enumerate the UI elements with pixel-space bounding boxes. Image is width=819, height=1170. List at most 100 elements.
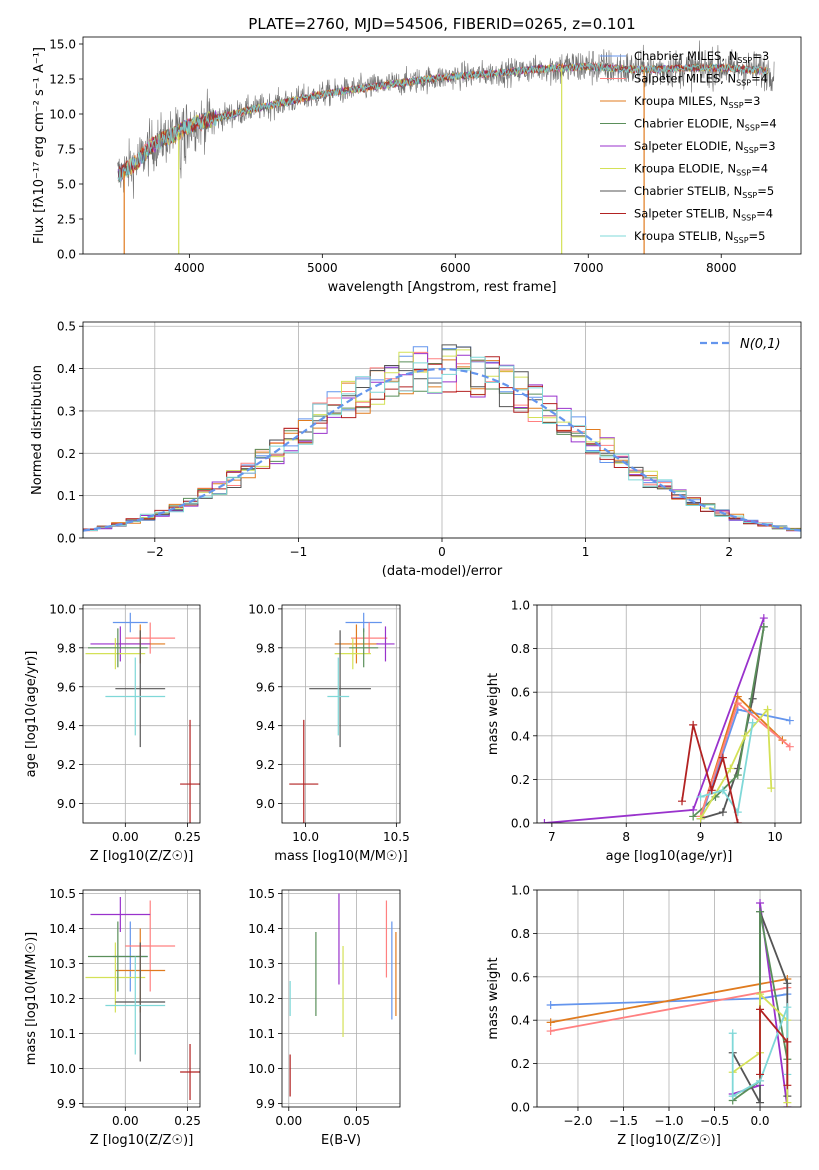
y-tick-label: 10.4	[248, 922, 275, 936]
x-tick-label: −2	[146, 545, 164, 559]
mass_vs_ebv-chart: 0.00 0.05 9.9 10.0 10.1 10.2 10.3 10.4 10.5 E(B-V…	[248, 887, 401, 1148]
y-tick-label: 10.5	[248, 887, 275, 901]
y-tick-label: 10.1	[49, 1027, 76, 1041]
legend-label: Kroupa STELIB, NSSP=5	[634, 229, 765, 245]
mass-weight-marker	[756, 990, 765, 999]
errorbar-point	[180, 1044, 200, 1100]
mass-weight-marker	[546, 1001, 555, 1010]
x-tick-label: −2.0	[563, 1114, 592, 1128]
legend-label: Chabrier MILES, NSSP=3	[634, 49, 769, 65]
y-tick-label: 1.0	[511, 884, 530, 898]
y-tick-label: 9.6	[57, 680, 76, 694]
y-tick-label: 0.1	[57, 489, 76, 503]
y-tick-label: 2.5	[57, 213, 76, 227]
y-tick-label: 10.4	[49, 922, 76, 936]
axes-frame	[536, 604, 802, 824]
y-tick-label: 10.0	[49, 1062, 76, 1076]
x-tick-label: 0.25	[174, 830, 201, 844]
mass-weight-marker	[689, 720, 698, 729]
y-tick-label: 0.6	[511, 970, 530, 984]
y-tick-label: 0.3	[57, 404, 76, 418]
y-tick-label: 0.4	[511, 729, 530, 743]
mass-weight-marker	[696, 814, 705, 823]
legend-label: Kroupa MILES, NSSP=3	[634, 94, 760, 110]
age_vs_mass-chart: 10.0 10.5 9.0 9.2 9.4 9.6 9.8 10.0 mass [log10(M…	[248, 602, 409, 864]
y-tick-label: 10.1	[248, 1027, 275, 1041]
y-tick-label: 9.0	[57, 797, 76, 811]
chart-title: PLATE=2760, MJD=54506, FIBERID=0265, z=0…	[248, 15, 635, 33]
x-tick-label: 8000	[706, 261, 737, 275]
x-axis-label: Z [log10(Z/Z☉)]	[90, 849, 194, 864]
x-axis-label: mass [log10(M/M☉)]	[274, 849, 407, 864]
mass-weight-marker	[756, 1098, 765, 1107]
errorbar-point	[112, 612, 148, 633]
mass-weight-marker	[718, 753, 727, 762]
legend-label: Salpeter STELIB, NSSP=4	[634, 207, 773, 223]
mass-weight-marker	[689, 812, 698, 821]
y-axis-label: age [log10(age/yr)]	[24, 651, 39, 778]
mass-weight-marker	[756, 1070, 765, 1079]
errorbar-point	[349, 628, 379, 668]
x-tick-label: 6000	[440, 261, 471, 275]
x-tick-label: 0.00	[112, 830, 139, 844]
x-axis-label: wavelength [Angstrom, rest frame]	[328, 280, 557, 295]
mass-weight-marker	[783, 1098, 792, 1107]
mass-weight-line	[699, 707, 773, 820]
plot-area	[117, 40, 775, 254]
plot-area	[85, 897, 200, 1100]
x-tick-label: 7000	[573, 261, 604, 275]
legend: Chabrier MILES, NSSP=3 Salpeter MILES, NS…	[600, 49, 777, 245]
errorbar-point	[87, 921, 148, 992]
y-tick-label: 7.5	[57, 143, 76, 157]
errorbar-point	[334, 638, 371, 670]
model-spectrum-line	[117, 62, 768, 182]
x-tick-label: −1.0	[654, 1114, 683, 1128]
mass-weight-line	[681, 724, 739, 823]
mass-weight-marker	[546, 1018, 555, 1027]
mass-weight-marker	[546, 1027, 555, 1036]
x-tick-label: 1	[582, 545, 590, 559]
x-tick-label: 9	[697, 830, 705, 844]
axes-frame	[82, 321, 802, 539]
errorbar-point	[85, 638, 146, 670]
y-tick-label: 10.3	[49, 957, 76, 971]
y-tick-label: 0.0	[511, 817, 530, 831]
axes-frame	[82, 604, 201, 824]
y-axis-label: mass weight	[486, 957, 501, 1039]
errorbar-point	[90, 897, 151, 932]
x-tick-label: 2	[725, 545, 733, 559]
mass-weight-marker	[783, 1003, 792, 1012]
residuals-chart: −2 −1 0 1 2 0.0 0.1 0.2 0.3 0.4 0.5 (data-model)/er…	[30, 320, 802, 579]
mass-weight-marker	[767, 784, 776, 793]
x-axis-label: E(B-V)	[321, 1133, 361, 1148]
y-tick-label: 0.0	[511, 1101, 530, 1115]
y-tick-label: 9.8	[57, 641, 76, 655]
y-tick-label: 9.9	[57, 1097, 76, 1111]
mass-weight-marker	[748, 694, 757, 703]
mass-weight-marker	[783, 979, 792, 988]
mass-weight-marker	[783, 1081, 792, 1090]
y-tick-label: 0.0	[57, 248, 76, 262]
y-tick-label: 0.0	[57, 532, 76, 546]
y-tick-label: 1.0	[511, 599, 530, 613]
y-axis-label: Normed distribution	[30, 365, 45, 495]
legend-label: Salpeter MILES, NSSP=4	[634, 72, 768, 88]
y-axis-label: mass [log10(M/M☉)]	[24, 932, 39, 1065]
mass-weight-marker	[728, 1029, 737, 1038]
y-tick-label: 0.5	[57, 320, 76, 334]
y-tick-label: 9.2	[57, 758, 76, 772]
axes-frame	[82, 889, 201, 1108]
errorbar-point	[289, 719, 319, 823]
y-tick-label: 9.2	[256, 758, 275, 772]
errorbar-point	[115, 942, 166, 1062]
y-tick-label: 0.2	[511, 773, 530, 787]
mass-weight-marker	[763, 705, 772, 714]
x-tick-label: 10	[767, 830, 782, 844]
errorbar-point	[309, 630, 371, 748]
y-tick-label: 0.2	[57, 447, 76, 461]
x-tick-label: 4000	[174, 261, 205, 275]
y-tick-label: 0.8	[511, 642, 530, 656]
y-tick-label: 9.0	[256, 797, 275, 811]
mass-weight-marker	[741, 731, 750, 740]
